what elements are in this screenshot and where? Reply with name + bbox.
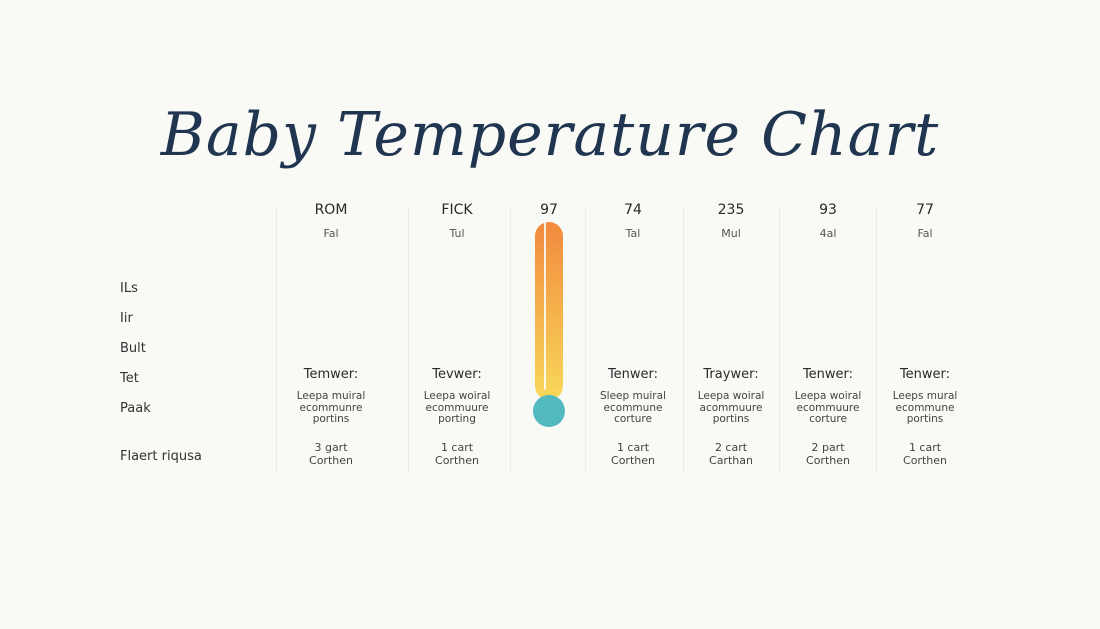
column-header: 93: [819, 202, 837, 218]
column-label: Traywer:: [703, 367, 759, 382]
count-line: Corthen: [806, 454, 850, 467]
column-header: FICK: [441, 202, 473, 218]
description-line: Sleep muiral: [600, 390, 666, 402]
column-label: Tenwer:: [607, 367, 659, 382]
column-subheader: Mul: [721, 227, 741, 240]
description-line: Leeps mural: [892, 390, 958, 402]
description-line: ecommune: [603, 401, 663, 414]
column-label: Temwer:: [303, 367, 359, 382]
column-subheader: Fal: [323, 227, 339, 240]
description-line: corture: [809, 413, 847, 425]
column-label: Tenwer:: [899, 367, 951, 382]
description-line: porting: [438, 413, 476, 425]
description-line: Leepa muiral: [296, 390, 366, 402]
thermometer-bulb: [533, 395, 565, 427]
column-description: Leeps mural ecommune portins: [875, 390, 975, 426]
column-count: 2 cart Carthan: [681, 441, 781, 467]
count-line: 2 part: [811, 441, 845, 454]
column-header: 235: [717, 202, 745, 218]
column-label: Tenwer:: [802, 367, 854, 382]
column-subheader: Tul: [449, 227, 465, 240]
thermometer-highlight: [544, 218, 546, 390]
description-line: ecommuure: [425, 401, 489, 414]
thermometer-value: 97: [540, 202, 558, 218]
description-line: Leepa woiral: [697, 390, 765, 402]
count-line: 1 cart: [908, 441, 942, 454]
column-divider: [585, 206, 586, 474]
row-label: ILs: [120, 281, 138, 296]
column-header: 74: [624, 202, 642, 218]
row-label: Tet: [120, 371, 139, 386]
column-description: Sleep muiral ecommune corture: [583, 390, 683, 426]
row-label: Iir: [120, 311, 133, 326]
row-label: Flaert riqusa: [120, 449, 202, 464]
thermometer-tube: [535, 222, 563, 400]
column-description: Leepa woiral ecommuure porting: [407, 390, 507, 426]
column-subheader: Tal: [625, 227, 641, 240]
column-divider: [408, 206, 409, 474]
column-divider: [276, 206, 277, 474]
description-line: ecommuure: [796, 401, 860, 414]
count-line: 3 gart: [314, 441, 348, 454]
description-line: ecommunre: [299, 401, 363, 414]
column-subheader: 4al: [819, 227, 837, 240]
column-count: 1 cart Corthen: [875, 441, 975, 467]
chart-title: Baby Temperature Chart: [160, 100, 940, 170]
column-divider: [876, 206, 877, 474]
column-description: Leepa woiral ecommuure corture: [778, 390, 878, 426]
column-count: 2 part Corthen: [778, 441, 878, 467]
description-line: portins: [906, 413, 944, 425]
description-line: portins: [712, 413, 750, 425]
count-line: Carthan: [709, 454, 753, 467]
column-divider: [510, 206, 511, 474]
description-line: Leepa woiral: [423, 390, 491, 402]
column-label: Tevwer:: [432, 367, 482, 382]
column-header: ROM: [314, 202, 348, 218]
column-subheader: Fal: [917, 227, 933, 240]
row-label: Paak: [120, 401, 151, 416]
column-header: 77: [916, 202, 934, 218]
count-line: 2 cart: [714, 441, 748, 454]
count-line: 1 cart: [616, 441, 650, 454]
column-divider: [683, 206, 684, 474]
description-line: portins: [312, 413, 350, 425]
column-count: 1 cart Corthen: [583, 441, 683, 467]
column-count: 3 gart Corthen: [281, 441, 381, 467]
count-line: Corthen: [903, 454, 947, 467]
description-line: corture: [614, 413, 652, 425]
description-line: Leepa woiral: [794, 390, 862, 402]
description-line: acommuure: [699, 401, 763, 414]
count-line: Corthen: [309, 454, 353, 467]
count-line: Corthen: [611, 454, 655, 467]
column-description: Leepa woiral acommuure portins: [681, 390, 781, 426]
count-line: 1 cart: [440, 441, 474, 454]
column-description: Leepa muiral ecommunre portins: [281, 390, 381, 426]
row-label: Bult: [120, 341, 146, 356]
column-count: 1 cart Corthen: [407, 441, 507, 467]
thermometer: 97: [533, 202, 565, 427]
count-line: Corthen: [435, 454, 479, 467]
description-line: ecommune: [895, 401, 955, 414]
column-divider: [779, 206, 780, 474]
